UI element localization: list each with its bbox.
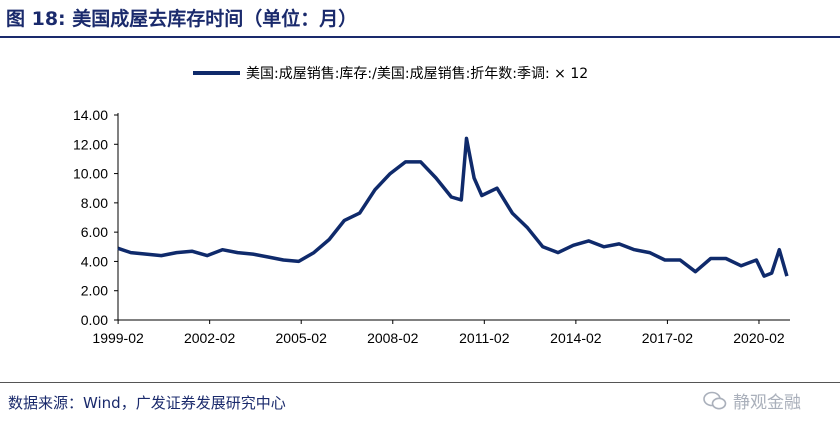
y-tick-label: 4.00	[81, 253, 108, 269]
x-tick-label: 2005-02	[276, 330, 328, 346]
figure-title: 图 18: 美国成屋去库存时间（单位：月）	[6, 8, 358, 30]
x-axis: 1999-02 2002-02 2005-02 2008-02 2011-02 2014-…	[92, 319, 790, 346]
x-tick-label: 2020-02	[733, 330, 785, 346]
source-rule	[0, 382, 840, 383]
watermark: 静观金融	[703, 388, 801, 413]
y-axis: 0.00 2.00 4.00 6.00 8.00 10.00 12.00 14.00	[73, 107, 119, 328]
x-tick-label: 1999-02	[92, 330, 144, 346]
x-tick-label: 2002-02	[184, 330, 236, 346]
series-line	[117, 136, 789, 278]
source-note: 数据来源：Wind，广发证券发展研究中心	[8, 394, 286, 412]
legend: 美国:成屋销售:库存:/美国:成屋销售:折年数:季调: × 12	[193, 66, 588, 82]
y-tick-label: 0.00	[81, 312, 108, 328]
x-tick-label: 2017-02	[642, 330, 694, 346]
watermark-text: 静观金融	[733, 393, 801, 413]
y-tick-label: 8.00	[81, 195, 108, 211]
x-tick-label: 2014-02	[550, 330, 602, 346]
line-chart: 美国:成屋销售:库存:/美国:成屋销售:折年数:季调: × 12 0.00 2.0…	[73, 66, 790, 346]
y-tick-label: 14.00	[73, 107, 108, 123]
y-tick-label: 10.00	[73, 166, 108, 182]
legend-label: 美国:成屋销售:库存:/美国:成屋销售:折年数:季调: × 12	[246, 66, 588, 82]
title-rule	[0, 36, 840, 38]
wechat-icon	[703, 391, 727, 409]
x-tick-label: 2011-02	[459, 330, 510, 346]
y-tick-label: 2.00	[81, 283, 108, 299]
y-tick-label: 6.00	[81, 224, 108, 240]
y-tick-label: 12.00	[73, 136, 108, 152]
x-tick-label: 2008-02	[367, 330, 419, 346]
